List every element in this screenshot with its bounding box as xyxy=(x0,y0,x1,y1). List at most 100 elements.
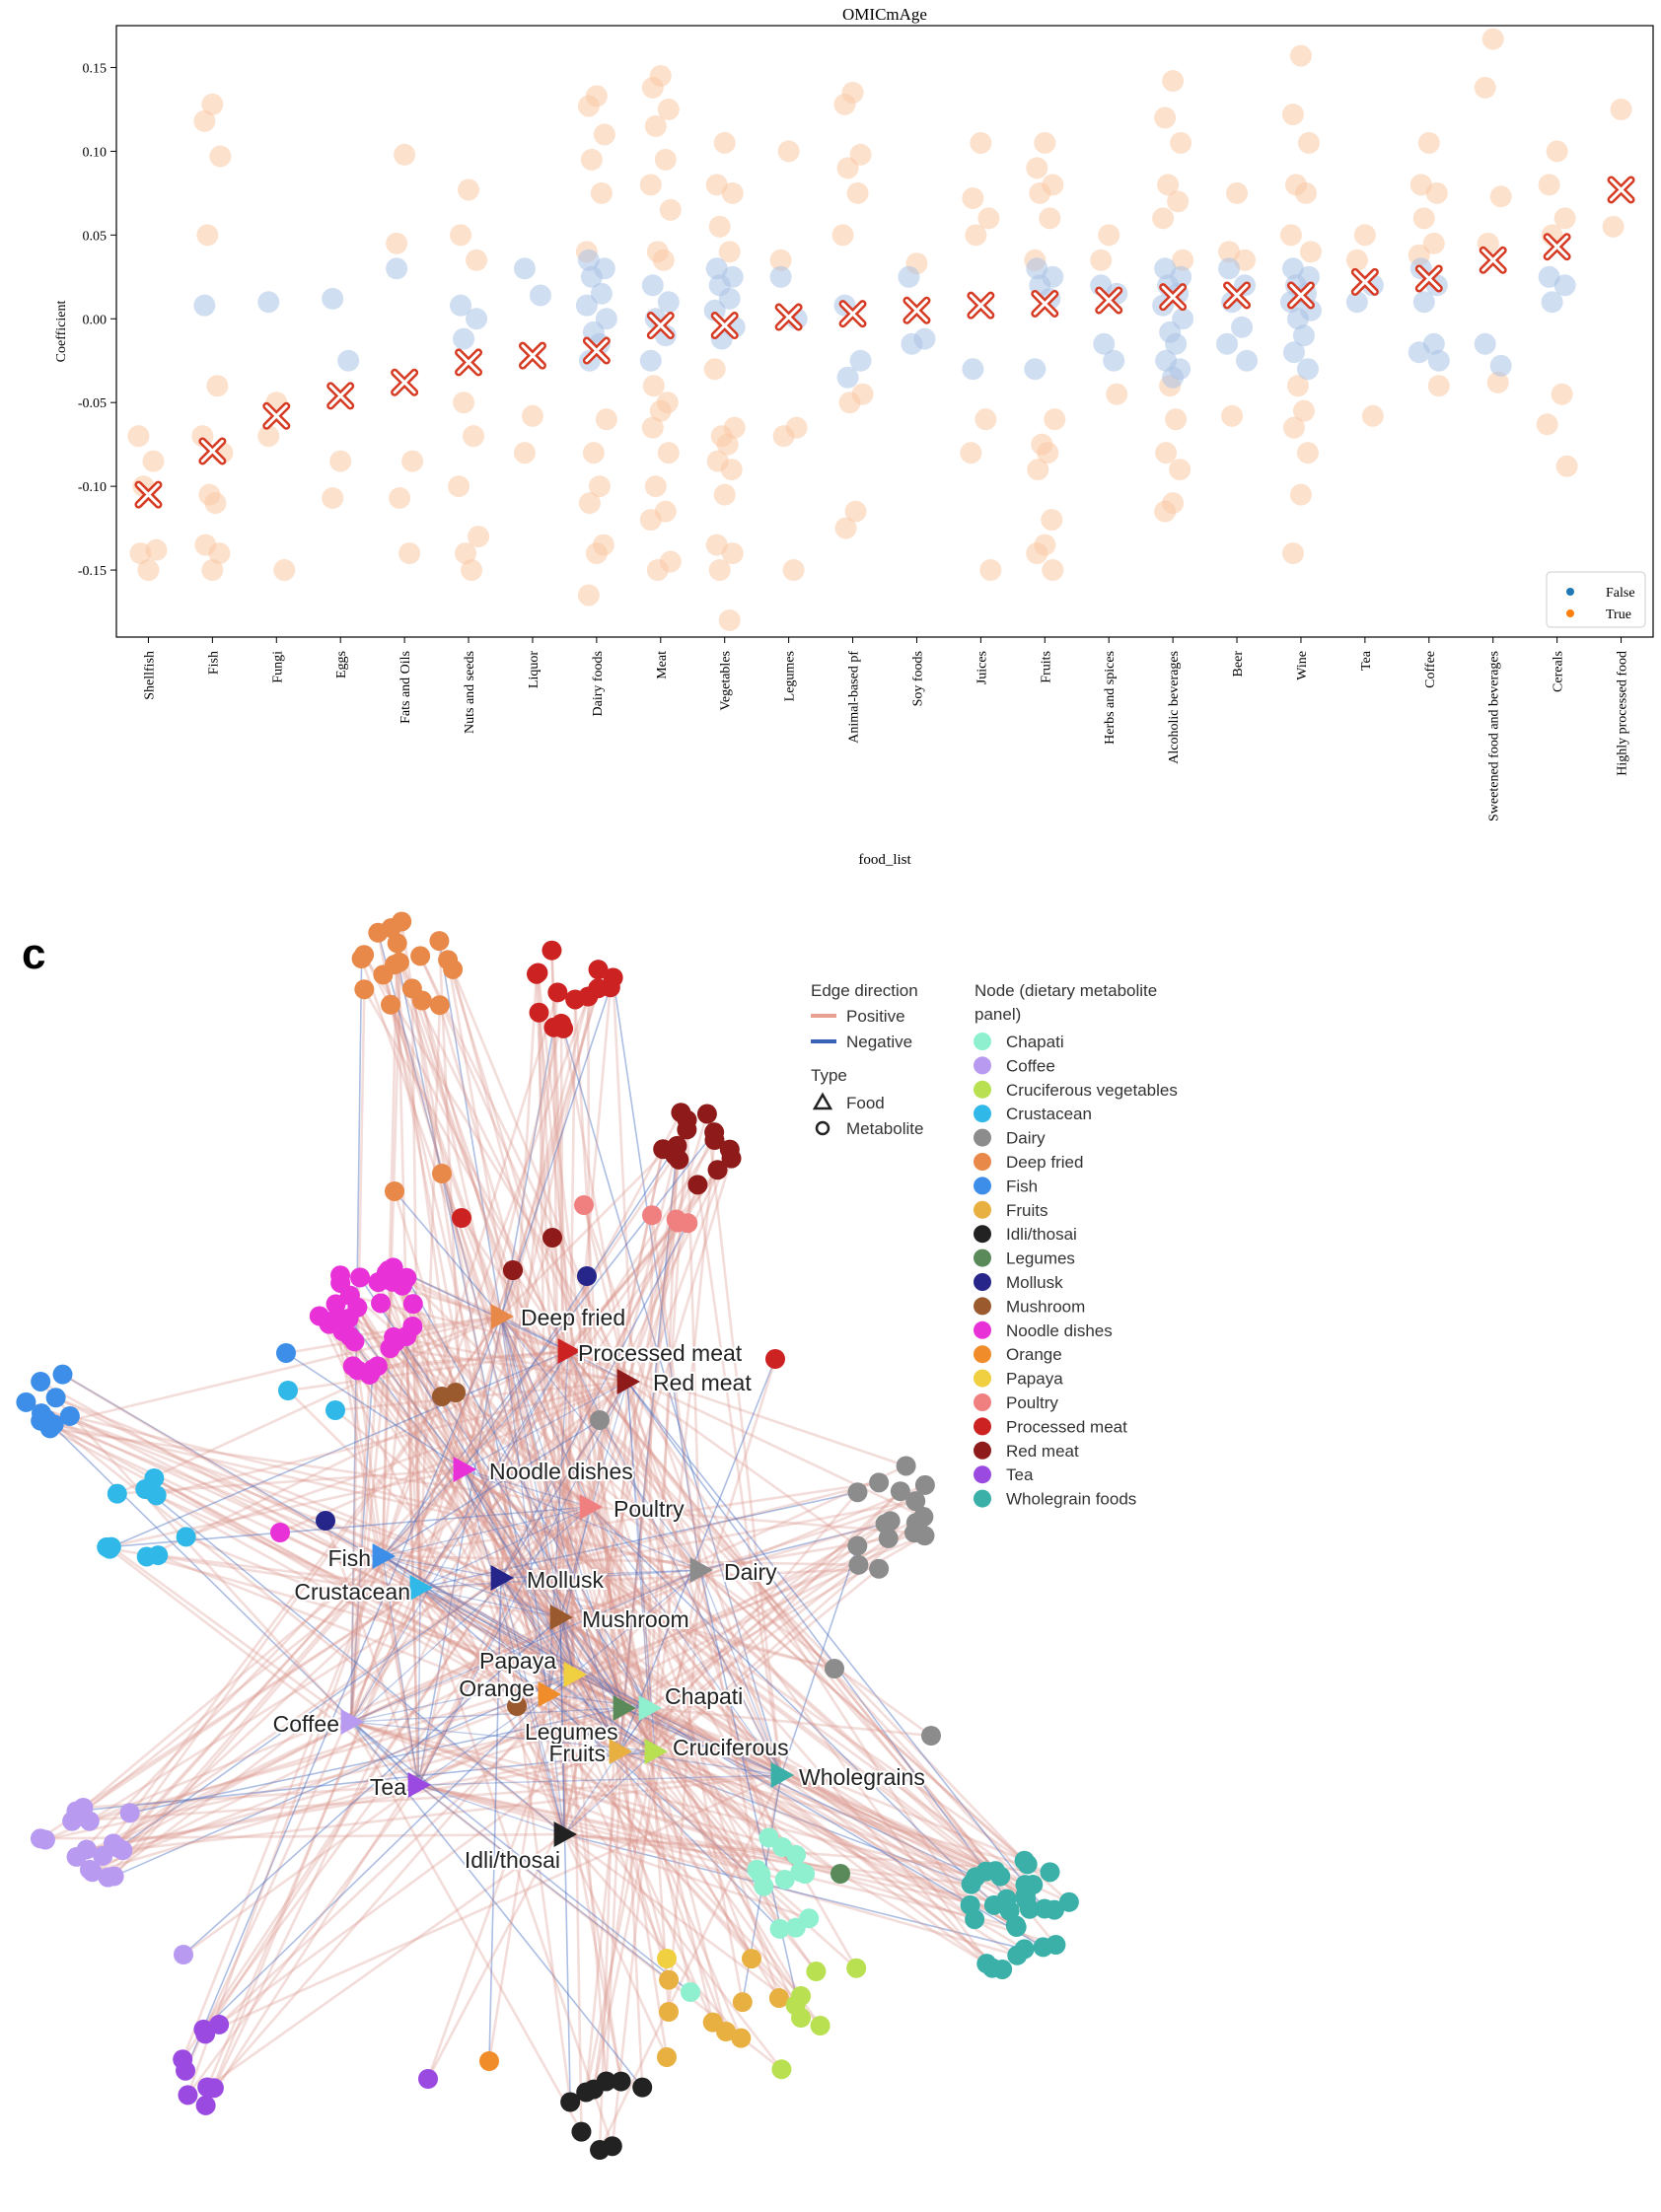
edge-negative xyxy=(113,1674,575,1878)
x-tick-label: Meat xyxy=(655,651,670,679)
edge-negative xyxy=(417,1774,782,1786)
edge-positive xyxy=(416,1131,716,1786)
edge-positive xyxy=(499,1221,680,1579)
point-true xyxy=(834,517,857,539)
metabolite-node xyxy=(507,1696,527,1716)
metabolite-node xyxy=(611,2071,631,2092)
metabolite-node xyxy=(657,2047,677,2067)
point-false xyxy=(466,308,488,330)
x-tick-label: Juices xyxy=(975,651,989,684)
edge-negative xyxy=(500,1316,565,1835)
edge-positive xyxy=(572,1674,608,2082)
edge-positive xyxy=(106,1467,465,1549)
metabolite-node xyxy=(389,952,409,972)
point-true xyxy=(137,559,160,582)
point-true xyxy=(1154,107,1177,129)
edge-positive xyxy=(395,1340,621,1752)
edge-positive xyxy=(279,1531,782,1777)
edge-positive xyxy=(582,1204,629,1383)
edge-positive xyxy=(88,1316,503,1871)
edge-positive xyxy=(515,1705,566,1835)
edge-negative xyxy=(699,1569,782,1776)
edge-negative xyxy=(547,1693,656,1752)
point-true xyxy=(1286,375,1309,397)
point-true xyxy=(1044,408,1066,431)
edge-positive xyxy=(416,1419,602,1786)
edge-positive xyxy=(350,1464,907,1724)
edge-positive xyxy=(588,1506,714,2023)
edge-positive xyxy=(618,1490,902,1752)
point-false xyxy=(962,358,984,381)
metabolite-node xyxy=(754,1876,774,1896)
edge-positive xyxy=(116,1467,465,1495)
edge-positive xyxy=(348,1294,576,1676)
edge-positive xyxy=(686,1119,702,1571)
food-node-wholegrains xyxy=(770,1762,794,1788)
point-true xyxy=(1039,207,1061,230)
point-false xyxy=(1292,324,1315,347)
point-true xyxy=(772,425,795,448)
metabolite-node xyxy=(571,2121,592,2142)
edge-positive xyxy=(352,1365,591,1509)
metabolite-node xyxy=(97,1536,117,1557)
point-true xyxy=(657,442,680,464)
edge-negative xyxy=(419,1587,561,1618)
metabolite-node xyxy=(732,1992,753,2013)
edge-positive xyxy=(218,1706,650,2026)
point-false xyxy=(590,282,613,305)
edge-positive xyxy=(107,1505,591,1879)
edge-positive xyxy=(535,973,562,1618)
edge-positive xyxy=(418,1587,519,1707)
edge-positive xyxy=(89,1505,591,1822)
point-true xyxy=(463,425,485,448)
edge-positive xyxy=(204,1506,592,2106)
food-node-processed-meat xyxy=(557,1338,581,1364)
y-tick-label: -0.10 xyxy=(78,480,107,495)
metabolite-node xyxy=(905,1513,926,1534)
mean-marker xyxy=(903,296,931,324)
edge-positive xyxy=(390,927,592,1508)
x-tick-label: Coffee xyxy=(1423,651,1438,688)
point-true xyxy=(639,509,662,532)
point-true xyxy=(201,559,224,582)
metabolite-node xyxy=(418,2069,438,2089)
edge-negative xyxy=(382,1555,561,1618)
edge-negative xyxy=(563,1750,656,1835)
edge-positive xyxy=(53,1423,549,1696)
edge-positive xyxy=(86,1749,620,1851)
metabolite-node xyxy=(560,2092,581,2112)
point-false xyxy=(580,265,603,288)
edge-positive xyxy=(618,1749,972,1907)
point-true xyxy=(836,157,859,179)
food-label: Mushroom xyxy=(582,1606,689,1632)
point-false xyxy=(257,291,280,314)
food-node-coffee xyxy=(340,1709,364,1735)
edge-positive xyxy=(339,1282,550,1695)
metabolite-node xyxy=(671,1103,691,1123)
edge-negative xyxy=(500,1577,565,1835)
metabolite-node xyxy=(178,2085,198,2105)
edge-positive xyxy=(382,1554,995,1906)
edge-positive xyxy=(349,1269,515,1723)
mean-marker xyxy=(391,368,419,396)
edge-positive xyxy=(186,1555,385,2096)
point-true xyxy=(1486,371,1509,393)
point-true xyxy=(595,408,617,431)
metabolite-node xyxy=(107,1483,127,1504)
edge-negative xyxy=(117,1577,502,1849)
point-true xyxy=(145,538,168,561)
edge-negative xyxy=(463,1128,688,1470)
legend-node-swatch xyxy=(974,1273,991,1291)
food-node-legumes xyxy=(613,1695,636,1721)
edge-positive xyxy=(626,1380,859,1547)
edge-positive xyxy=(146,1349,569,1558)
edge-positive xyxy=(559,1499,916,1619)
point-true xyxy=(466,249,488,271)
metabolite-node xyxy=(392,1275,412,1296)
edge-positive xyxy=(185,1380,628,1538)
point-true xyxy=(708,215,731,238)
edge-positive xyxy=(92,1706,650,1874)
point-true xyxy=(1481,28,1504,50)
edge-negative xyxy=(417,1381,628,1786)
point-true xyxy=(1162,70,1185,93)
